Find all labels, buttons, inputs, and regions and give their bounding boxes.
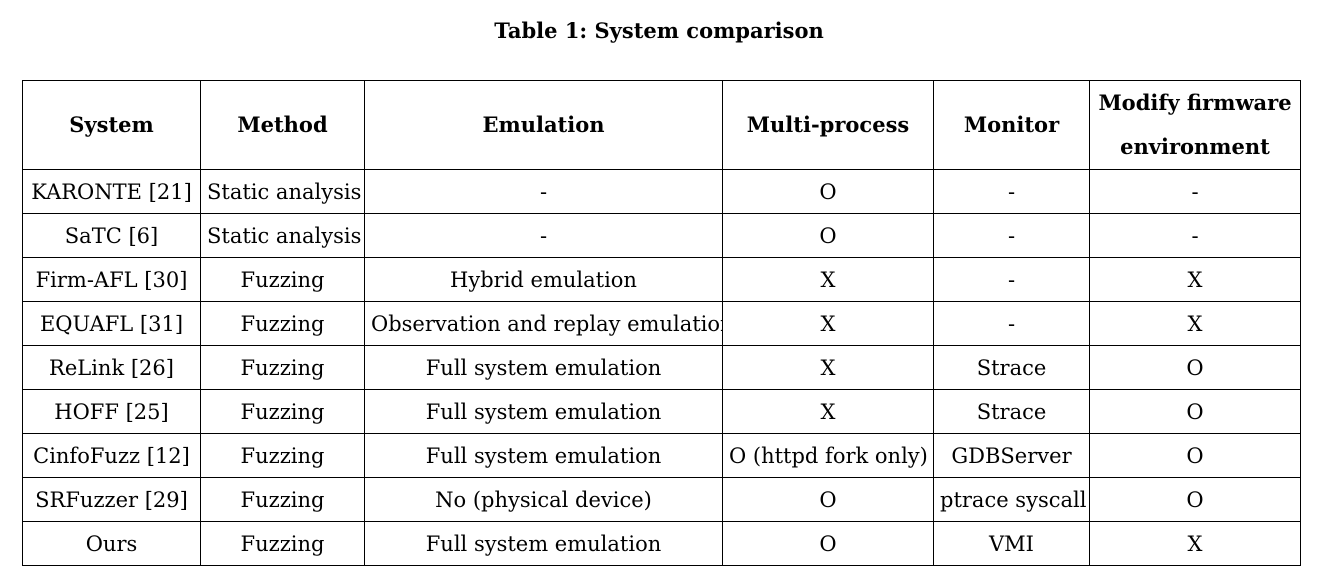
cell-method: Static analysis xyxy=(200,213,365,258)
cell-modify-firmware: X xyxy=(1089,301,1301,346)
cell-modify-firmware: O xyxy=(1089,433,1301,478)
cell-multi-process: O xyxy=(722,213,934,258)
cell-system: KARONTE [21] xyxy=(22,169,201,214)
cell-system: SRFuzzer [29] xyxy=(22,477,201,522)
table-row: SRFuzzer [29] Fuzzing No (physical devic… xyxy=(22,477,1301,522)
cell-multi-process: X xyxy=(722,301,934,346)
cell-multi-process: X xyxy=(722,389,934,434)
cell-monitor: - xyxy=(933,213,1090,258)
table-caption: Table 1: System comparison xyxy=(494,18,824,43)
table-row: Ours Fuzzing Full system emulation O VMI… xyxy=(22,521,1301,566)
cell-system: CinfoFuzz [12] xyxy=(22,433,201,478)
cell-method: Fuzzing xyxy=(200,433,365,478)
cell-emulation: Full system emulation xyxy=(364,521,723,566)
cell-modify-firmware: O xyxy=(1089,389,1301,434)
cell-system: EQUAFL [31] xyxy=(22,301,201,346)
cell-method: Fuzzing xyxy=(200,301,365,346)
cell-emulation: Full system emulation xyxy=(364,389,723,434)
cell-monitor: ptrace syscall xyxy=(933,477,1090,522)
cell-monitor: VMI xyxy=(933,521,1090,566)
header-emulation: Emulation xyxy=(364,80,723,170)
header-method: Method xyxy=(200,80,365,170)
cell-modify-firmware: - xyxy=(1089,213,1301,258)
cell-monitor: Strace xyxy=(933,389,1090,434)
cell-monitor: - xyxy=(933,169,1090,214)
cell-multi-process: O (httpd fork only) xyxy=(722,433,934,478)
table-row: CinfoFuzz [12] Fuzzing Full system emula… xyxy=(22,433,1301,478)
cell-monitor: GDBServer xyxy=(933,433,1090,478)
cell-multi-process: X xyxy=(722,257,934,302)
table-row: ReLink [26] Fuzzing Full system emulatio… xyxy=(22,345,1301,390)
cell-method: Fuzzing xyxy=(200,389,365,434)
header-monitor: Monitor xyxy=(933,80,1090,170)
cell-emulation: Hybrid emulation xyxy=(364,257,723,302)
table-row: SaTC [6] Static analysis - O - - xyxy=(22,213,1301,258)
cell-system: HOFF [25] xyxy=(22,389,201,434)
cell-system: ReLink [26] xyxy=(22,345,201,390)
cell-system: Ours xyxy=(22,521,201,566)
header-multi-process: Multi-process xyxy=(722,80,934,170)
cell-multi-process: O xyxy=(722,521,934,566)
cell-multi-process: O xyxy=(722,169,934,214)
cell-modify-firmware: X xyxy=(1089,257,1301,302)
cell-emulation: No (physical device) xyxy=(364,477,723,522)
cell-modify-firmware: O xyxy=(1089,345,1301,390)
cell-system: Firm-AFL [30] xyxy=(22,257,201,302)
cell-method: Fuzzing xyxy=(200,257,365,302)
table-row: HOFF [25] Fuzzing Full system emulation … xyxy=(22,389,1301,434)
cell-emulation: Observation and replay emulation xyxy=(364,301,723,346)
cell-modify-firmware: O xyxy=(1089,477,1301,522)
cell-emulation: Full system emulation xyxy=(364,433,723,478)
cell-modify-firmware: X xyxy=(1089,521,1301,566)
table-body: KARONTE [21] Static analysis - O - - SaT… xyxy=(22,169,1301,566)
cell-emulation: - xyxy=(364,213,723,258)
header-modify-firmware-environment: Modify firmware environment xyxy=(1089,80,1301,170)
cell-monitor: - xyxy=(933,257,1090,302)
table-row: KARONTE [21] Static analysis - O - - xyxy=(22,169,1301,214)
cell-method: Fuzzing xyxy=(200,345,365,390)
header-system: System xyxy=(22,80,201,170)
cell-emulation: - xyxy=(364,169,723,214)
cell-monitor: - xyxy=(933,301,1090,346)
system-comparison-table: System Method Emulation Multi-process Mo… xyxy=(22,80,1301,566)
header-row: System Method Emulation Multi-process Mo… xyxy=(22,80,1301,170)
table-row: Firm-AFL [30] Fuzzing Hybrid emulation X… xyxy=(22,257,1301,302)
cell-multi-process: X xyxy=(722,345,934,390)
cell-method: Static analysis xyxy=(200,169,365,214)
table-row: EQUAFL [31] Fuzzing Observation and repl… xyxy=(22,301,1301,346)
cell-method: Fuzzing xyxy=(200,521,365,566)
cell-monitor: Strace xyxy=(933,345,1090,390)
cell-modify-firmware: - xyxy=(1089,169,1301,214)
cell-emulation: Full system emulation xyxy=(364,345,723,390)
cell-method: Fuzzing xyxy=(200,477,365,522)
table-header: System Method Emulation Multi-process Mo… xyxy=(22,80,1301,170)
cell-multi-process: O xyxy=(722,477,934,522)
cell-system: SaTC [6] xyxy=(22,213,201,258)
